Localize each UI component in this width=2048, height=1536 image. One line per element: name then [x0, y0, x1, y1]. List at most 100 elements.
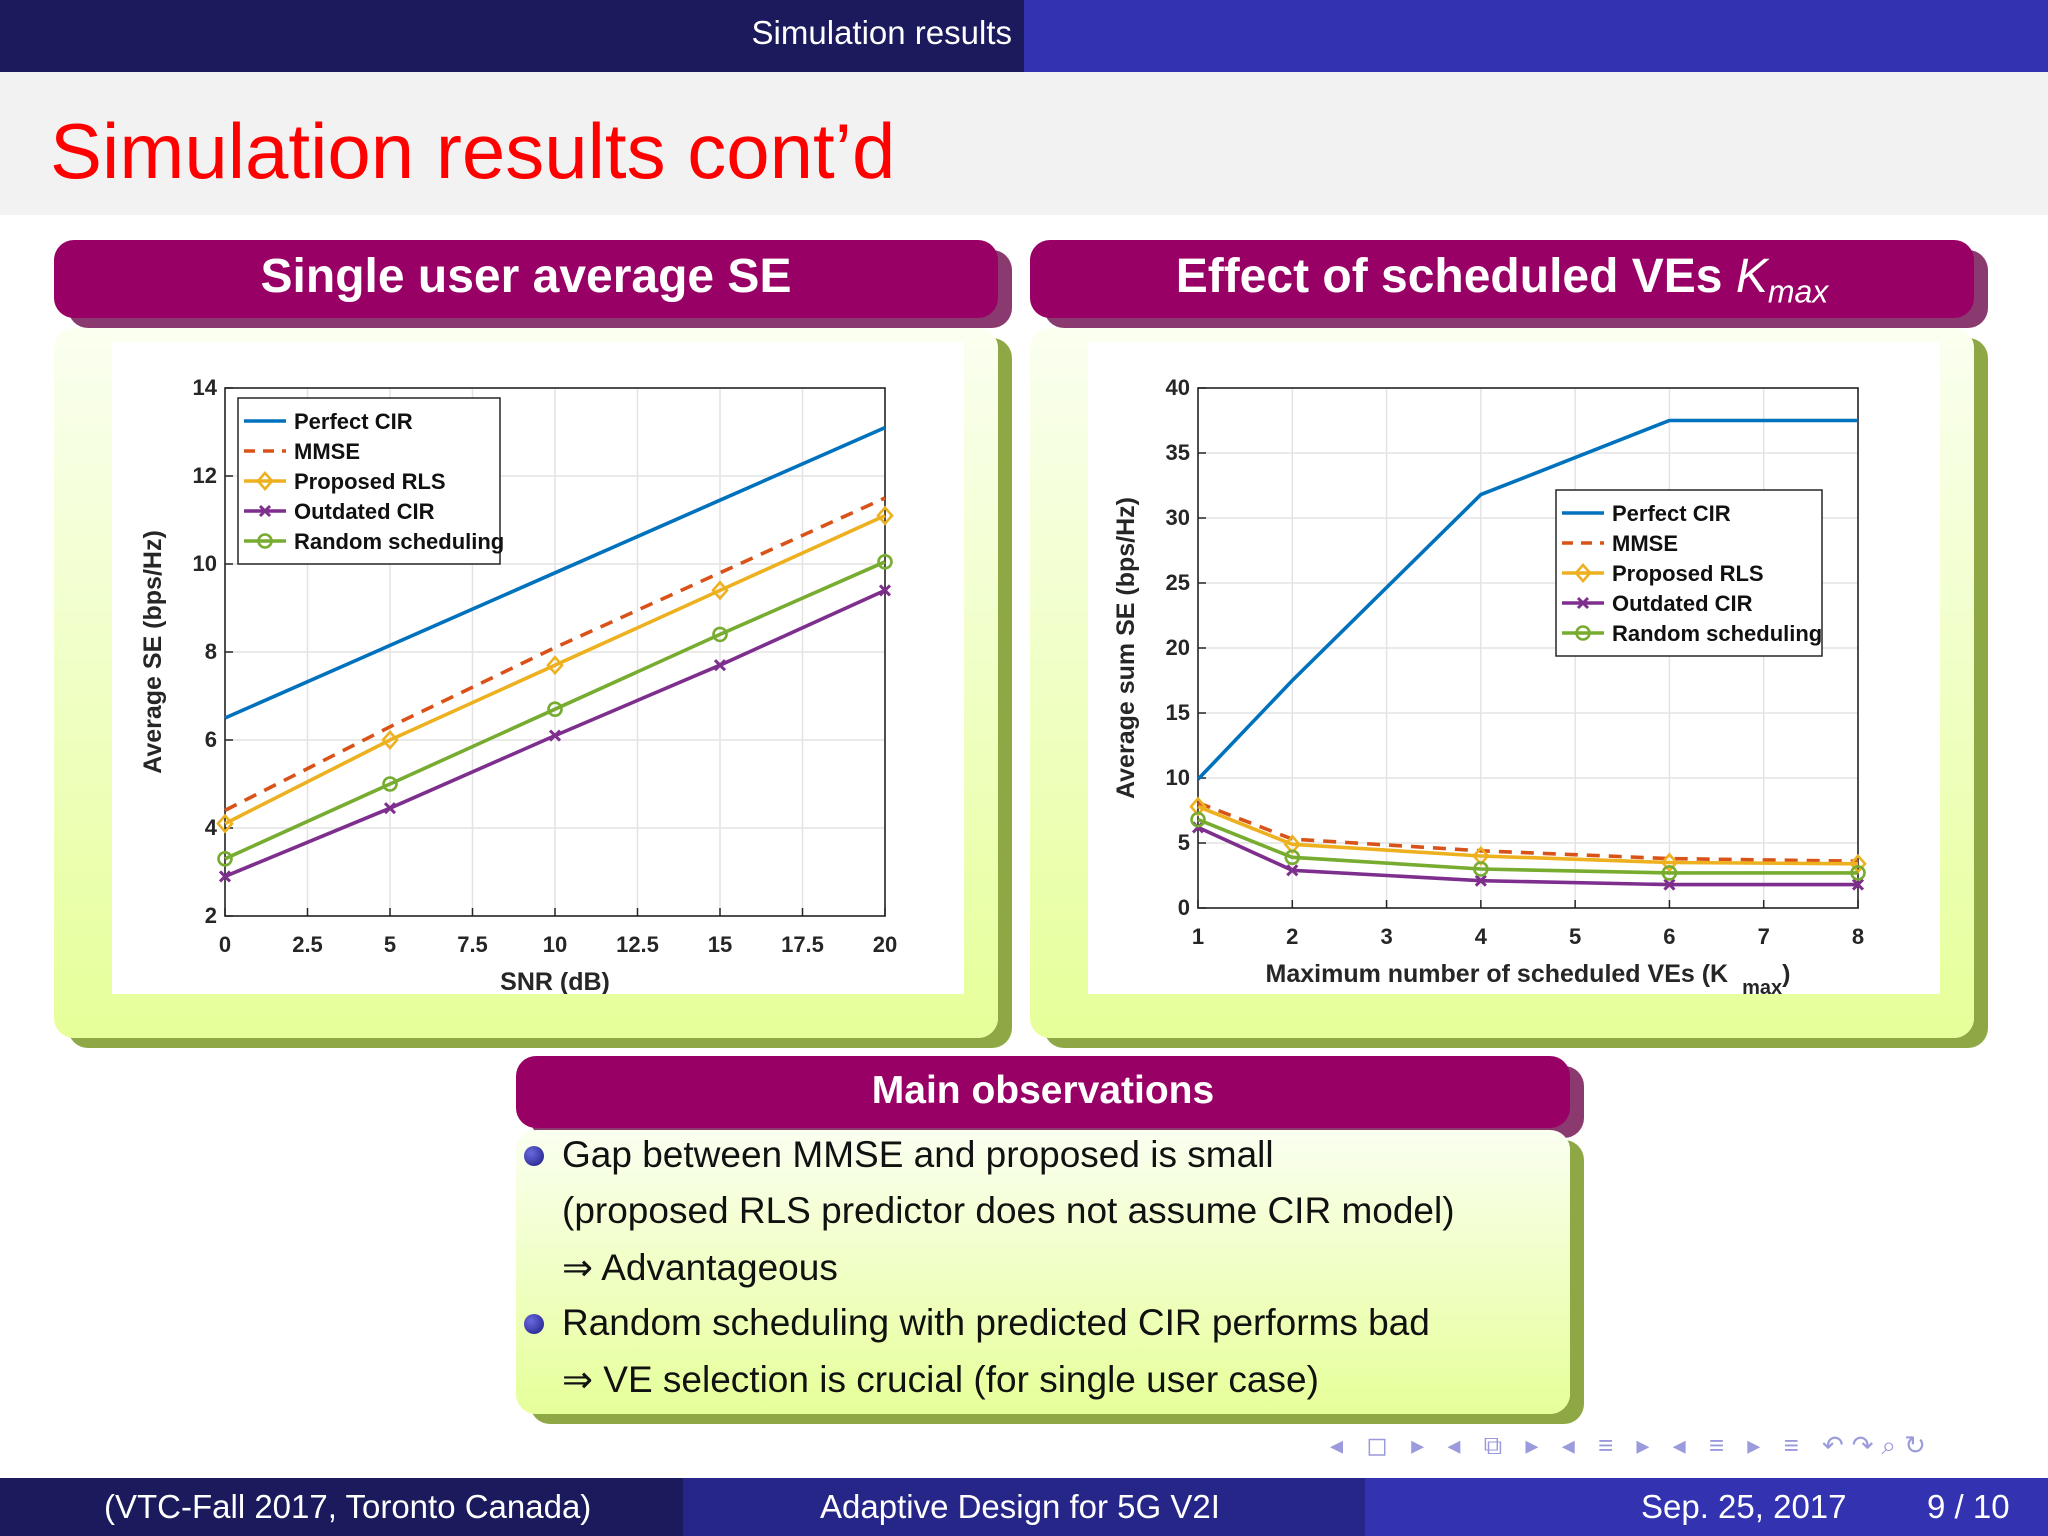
legend-marker [1576, 596, 1590, 610]
legend-marker [258, 504, 272, 518]
series-random-scheduling [1190, 811, 1866, 881]
y-tick-label: 8 [205, 639, 217, 664]
data-point-marker [546, 655, 564, 676]
legend-marker [1575, 625, 1591, 641]
series-line [1197, 817, 1858, 875]
series-line [1197, 801, 1859, 863]
data-point-marker [1190, 811, 1206, 828]
x-axis-label: SNR (dB) [500, 968, 610, 994]
footer-bar: (VTC-Fall 2017, Toronto Canada) Adaptive… [0, 1478, 2048, 1536]
series-random-scheduling [217, 554, 893, 867]
data-point-marker [1473, 861, 1489, 877]
x-tick-label: 6 [1663, 924, 1675, 949]
chart-right-frame: 1 2 3 4 5 6 7 8 0 5 10 15 20 25 30 35 40 Maximum number o… [1088, 342, 1940, 994]
section-name[interactable]: Simulation results [751, 14, 1012, 51]
y-tick-label: 35 [1166, 440, 1190, 465]
y-tick-label: 10 [193, 551, 217, 576]
data-point-marker [1474, 874, 1487, 887]
data-point-marker [382, 776, 398, 792]
x-tick-label: 7 [1758, 924, 1770, 949]
x-tick-label: 5 [1569, 924, 1581, 949]
series-proposed-rls [1189, 796, 1867, 874]
series-line [1196, 418, 1858, 781]
footer-date: Sep. 25, 2017 [1641, 1488, 1847, 1525]
bullet-icon [524, 1314, 544, 1334]
y-tick-label: 10 [1166, 765, 1190, 790]
series-mmse [1197, 801, 1859, 863]
chart-left-frame: 0 2.5 5 7.5 10 12.5 15 17.5 20 2 4 6 8 10 12 14 SNR (dB)… [112, 342, 964, 994]
data-point-marker [381, 730, 399, 750]
footer-right: Sep. 25, 2017 9 / 10 [1365, 1478, 2048, 1536]
x-axis-label: Maximum number of scheduled VEs (K max) [1266, 960, 1791, 994]
data-point-marker [878, 584, 892, 597]
y-axis-label: Average sum SE (bps/Hz) [1112, 497, 1140, 799]
y-tick-label: 0 [1178, 895, 1190, 920]
x-tick-label: 2.5 [292, 932, 323, 957]
data-point-marker [547, 701, 563, 718]
y-tick-label: 20 [1166, 635, 1190, 660]
data-point-marker [383, 802, 397, 815]
footer-center: Adaptive Design for 5G V2I [683, 1478, 1365, 1536]
left-block-title-text: Single user average SE [260, 250, 792, 303]
footer-page-number[interactable]: 9 / 10 [1927, 1488, 2010, 1525]
data-point-marker [711, 580, 729, 601]
x-tick-label: 2 [1286, 924, 1298, 949]
bullet-icon [524, 1146, 544, 1166]
data-point-marker [1283, 834, 1302, 855]
data-point-marker [1472, 846, 1490, 866]
x-axis-label-close: ) [1782, 960, 1790, 988]
legend-label: Random scheduling [1612, 621, 1822, 646]
right-block-title-symbol: K [1735, 250, 1768, 303]
x-tick-label: 1 [1192, 924, 1204, 949]
slide-title: Simulation results cont’d [50, 107, 896, 195]
data-point-marker [1660, 852, 1679, 873]
series-line [224, 560, 886, 861]
title-bar: Simulation results cont’d [0, 72, 2048, 215]
x-tick-label: 7.5 [457, 932, 488, 957]
y-tick-label: 12 [193, 463, 217, 488]
legend-label: Outdated CIR [294, 499, 435, 524]
chart-sum-se-vs-kmax: 1 2 3 4 5 6 7 8 0 5 10 15 20 25 30 35 40 Maximum number o… [1112, 375, 1867, 994]
data-point-marker [217, 850, 233, 867]
footer-talk-title: Adaptive Design for 5G V2I [820, 1488, 1220, 1525]
observation-line: Random scheduling with predicted CIR per… [562, 1302, 1430, 1343]
data-point-marker [876, 505, 894, 526]
header-bar-right [1024, 0, 2048, 72]
x-tick-label: 4 [1475, 924, 1488, 949]
y-tick-label: 14 [193, 375, 218, 400]
series-line [1197, 804, 1859, 866]
x-tick-label: 5 [384, 932, 396, 957]
data-point-marker [1661, 865, 1678, 881]
y-tick-label: 5 [1178, 830, 1190, 855]
data-point-marker [1284, 849, 1301, 866]
right-block-title-subscript: max [1767, 273, 1829, 310]
y-axis-label: Average SE (bps/Hz) [139, 530, 167, 774]
series-perfect-cir [1196, 418, 1858, 781]
legend-label: Random scheduling [294, 529, 504, 554]
observations-title: Main observations [516, 1056, 1570, 1128]
data-point-marker [1189, 796, 1207, 817]
series-perfect-cir [224, 425, 886, 720]
x-tick-label: 10 [543, 932, 567, 957]
x-tick-label: 8 [1852, 924, 1864, 949]
data-point-marker [713, 659, 727, 672]
x-tick-label: 15 [708, 932, 732, 957]
legend-marker [1574, 563, 1592, 583]
y-tick-label: 4 [205, 815, 218, 840]
legend-marker [256, 471, 274, 491]
series-line [224, 425, 886, 720]
y-tick-label: 6 [205, 727, 217, 752]
data-point-marker [877, 554, 893, 570]
observation-line-5: ⇒ VE selection is crucial (for single us… [562, 1359, 1319, 1400]
series-proposed-rls [216, 505, 894, 834]
left-block-body: 0 2.5 5 7.5 10 12.5 15 17.5 20 2 4 6 8 10 12 14 SNR (dB)… [54, 328, 998, 1038]
legend-label: Perfect CIR [1612, 501, 1731, 526]
chart-se-vs-snr: 0 2.5 5 7.5 10 12.5 15 17.5 20 2 4 6 8 10 12 14 SNR (dB)… [139, 375, 897, 994]
legend-marker [257, 533, 273, 549]
beamer-nav-icons[interactable]: ◂ ◻ ▸ ◂ ⧉ ▸ ◂ ≡ ▸ ◂ ≡ ▸ ≡ ↶↷⌕↻ [1330, 1430, 1934, 1460]
x-tick-label: 17.5 [781, 932, 824, 957]
x-tick-label: 0 [219, 932, 231, 957]
data-point-marker [548, 729, 562, 742]
legend-label: MMSE [294, 439, 360, 464]
observations-title-text: Main observations [871, 1069, 1215, 1112]
